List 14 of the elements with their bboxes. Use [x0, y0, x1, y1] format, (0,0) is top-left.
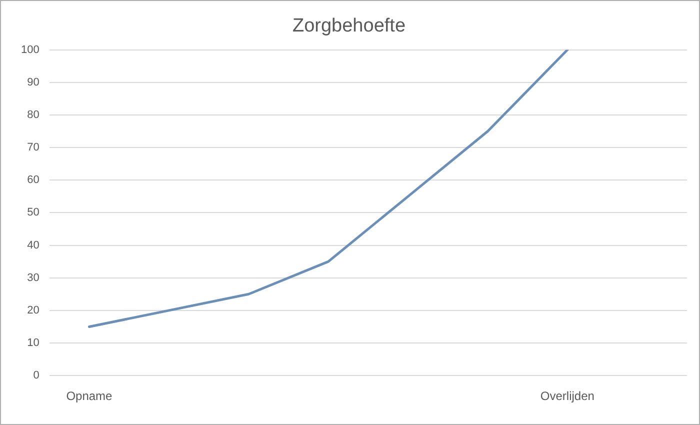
- x-tick-label: Overlijden: [540, 389, 594, 404]
- y-tick-label: 100: [20, 44, 40, 56]
- y-tick-label: 80: [27, 108, 40, 121]
- y-tick-label: 30: [27, 272, 40, 284]
- y-tick-label: 70: [27, 142, 40, 154]
- y-tick-label: 50: [27, 206, 40, 219]
- y-tick-label: 90: [27, 76, 40, 88]
- y-tick-label: 10: [27, 337, 40, 350]
- y-tick-label: 40: [27, 239, 40, 252]
- y-tick-label: 60: [27, 174, 40, 186]
- y-tick-label: 20: [27, 304, 40, 316]
- chart-title: Zorgbehoefte: [292, 16, 406, 37]
- y-tick-label: 0: [33, 370, 40, 382]
- x-tick-label: Opname: [66, 389, 113, 404]
